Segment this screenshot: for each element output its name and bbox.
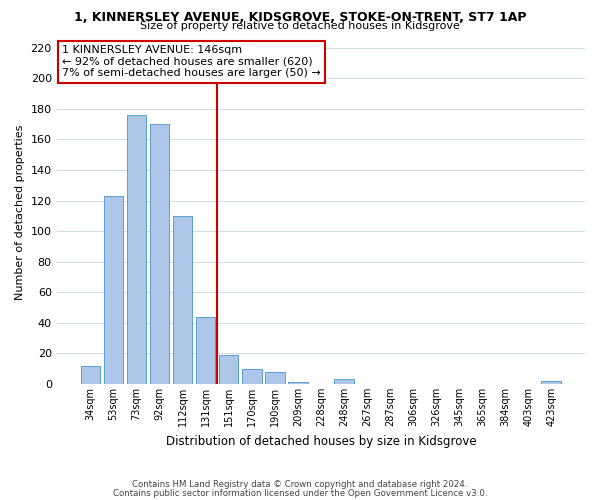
Y-axis label: Number of detached properties: Number of detached properties <box>15 124 25 300</box>
Text: 1, KINNERSLEY AVENUE, KIDSGROVE, STOKE-ON-TRENT, ST7 1AP: 1, KINNERSLEY AVENUE, KIDSGROVE, STOKE-O… <box>74 11 526 24</box>
Bar <box>541 381 561 384</box>
Bar <box>127 115 146 384</box>
Bar <box>196 316 215 384</box>
Bar <box>104 196 123 384</box>
Bar <box>265 372 284 384</box>
Text: Contains public sector information licensed under the Open Government Licence v3: Contains public sector information licen… <box>113 488 487 498</box>
Bar <box>173 216 193 384</box>
Bar <box>288 382 308 384</box>
Text: Contains HM Land Registry data © Crown copyright and database right 2024.: Contains HM Land Registry data © Crown c… <box>132 480 468 489</box>
Text: Size of property relative to detached houses in Kidsgrove: Size of property relative to detached ho… <box>140 21 460 31</box>
Bar <box>150 124 169 384</box>
Bar <box>219 355 238 384</box>
X-axis label: Distribution of detached houses by size in Kidsgrove: Distribution of detached houses by size … <box>166 434 476 448</box>
Bar <box>334 380 353 384</box>
Bar <box>242 368 262 384</box>
Bar <box>80 366 100 384</box>
Text: 1 KINNERSLEY AVENUE: 146sqm
← 92% of detached houses are smaller (620)
7% of sem: 1 KINNERSLEY AVENUE: 146sqm ← 92% of det… <box>62 45 320 78</box>
